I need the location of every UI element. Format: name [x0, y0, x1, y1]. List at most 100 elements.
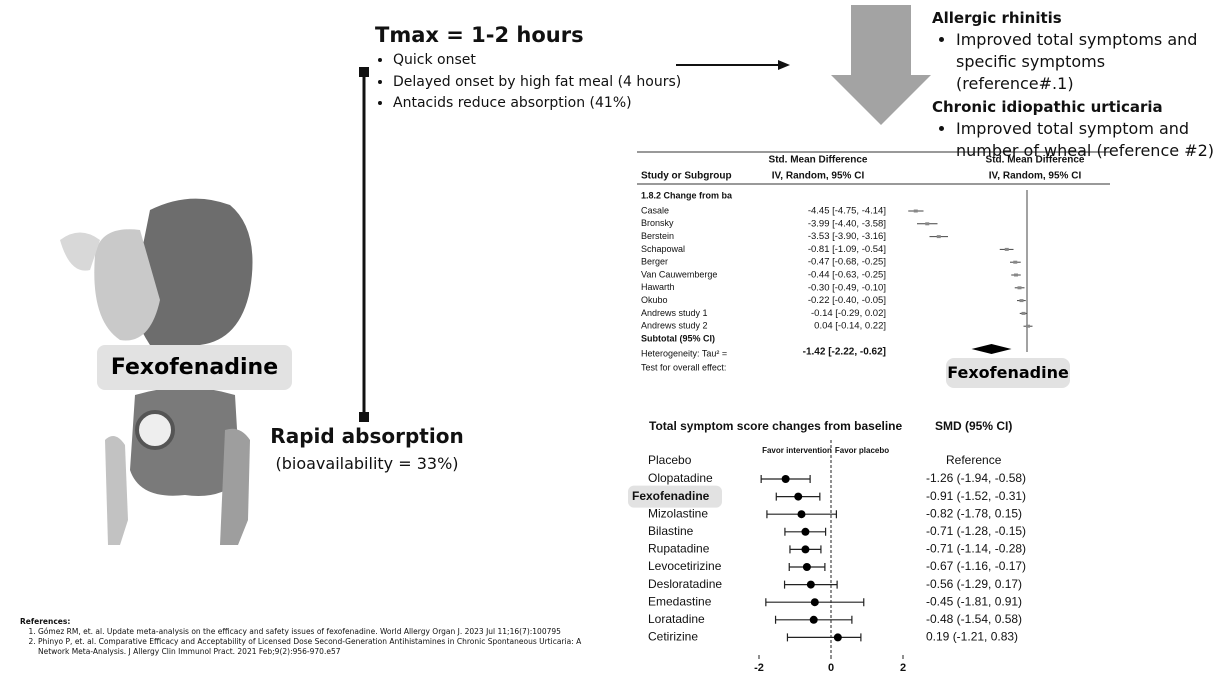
absorption: Rapid absorption (bioavailability = 33%): [262, 424, 472, 473]
ci-label: -0.47 [-0.68, -0.25]: [808, 257, 886, 268]
ci-whisker: [787, 633, 860, 641]
column-header: IV, Random, 95% CI: [989, 171, 1082, 182]
ci-label: -0.14 [-0.29, 0.02]: [811, 308, 886, 319]
row-label: Emedastine: [648, 594, 712, 608]
row-label: Fexofenadine: [632, 489, 710, 503]
row-label: Levocetirizine: [648, 559, 722, 573]
indication-bullets: Improved total symptoms and specific sym…: [932, 29, 1222, 95]
row-label: Cetirizine: [648, 630, 698, 644]
row-label: Mizolastine: [648, 506, 708, 520]
references: References: Gómez RM, et. al. Update met…: [20, 617, 590, 657]
row-label: Loratadine: [648, 612, 705, 626]
timeline-end: [359, 67, 369, 77]
slide: Study or Subgroup Std. Mean Difference I…: [0, 0, 1226, 682]
estimate: [1022, 312, 1026, 315]
references-title: References:: [20, 617, 590, 627]
absorption-title: Rapid absorption: [262, 424, 472, 448]
study-label: Andrews study 1: [641, 308, 708, 318]
ci-label: -0.71 (-1.28, -0.15): [926, 524, 1026, 538]
down-arrow: [831, 5, 931, 125]
ci-label: -0.67 (-1.16, -0.17): [926, 559, 1026, 573]
ci-label: -1.26 (-1.94, -0.58): [926, 471, 1026, 485]
ci-label: -3.53 [-3.90, -3.16]: [808, 231, 886, 242]
estimate: [1026, 325, 1030, 328]
plot-title: Total symptom score changes from baselin…: [649, 419, 903, 433]
estimate: [811, 598, 819, 606]
pk-bullets: Quick onsetDelayed onset by high fat mea…: [375, 50, 681, 115]
estimate: [807, 581, 815, 589]
column-header: IV, Random, 95% CI: [772, 171, 865, 182]
ci-label: 0.04 [-0.14, 0.22]: [814, 321, 886, 332]
estimate: [810, 616, 818, 624]
reference: Phinyo P, et. al. Comparative Efficacy a…: [38, 637, 590, 657]
ci-label: Reference: [946, 453, 1002, 467]
row-label: Rupatadine: [648, 542, 710, 556]
ci-label: -0.81 [-1.09, -0.54]: [808, 244, 886, 255]
reference: Gómez RM, et. al. Update meta-analysis o…: [38, 627, 590, 637]
estimate: [937, 235, 941, 238]
estimate: [834, 633, 842, 641]
column-header: Std. Mean Difference: [769, 155, 868, 166]
pk-bullet: Quick onset: [393, 50, 681, 72]
estimate: [803, 563, 811, 571]
ci-label: -4.45 [-4.75, -4.14]: [808, 206, 886, 217]
indication-title: Chronic idiopathic urticaria: [932, 97, 1222, 118]
ci-label: -0.22 [-0.40, -0.05]: [808, 295, 886, 306]
estimate: [914, 210, 918, 213]
overall-diamond: [972, 344, 1012, 354]
ci-label: -0.30 [-0.49, -0.10]: [808, 282, 886, 293]
heterogeneity: Heterogeneity: Tau² =: [641, 348, 727, 358]
column-header: SMD (95% CI): [935, 419, 1012, 433]
study-label: Bronsky: [641, 218, 674, 228]
row-label: Placebo: [648, 453, 692, 467]
estimate: [925, 222, 929, 225]
subgroup: 1.8.2 Change from ba: [641, 190, 733, 200]
study-label: Casale: [641, 205, 669, 215]
drug-label: Fexofenadine: [97, 345, 292, 390]
row-label: Bilastine: [648, 524, 694, 538]
pk-title: Tmax = 1-2 hours: [375, 20, 681, 50]
study-label: Berstein: [641, 231, 674, 241]
estimate: [1020, 299, 1024, 302]
favor-label: Favor intervention: [762, 446, 832, 455]
indication-bullet: Improved total symptom and number of whe…: [956, 118, 1222, 162]
indication-bullets: Improved total symptom and number of whe…: [932, 118, 1222, 162]
estimate: [794, 493, 802, 501]
study-label: Okubo: [641, 295, 668, 305]
arrow-head: [778, 60, 790, 70]
estimate: [801, 545, 809, 553]
ci-label: -0.91 (-1.52, -0.31): [926, 489, 1026, 503]
estimate: [1013, 261, 1017, 264]
estimate: [782, 475, 790, 483]
study-label: Schapowal: [641, 244, 685, 254]
estimate: [1018, 286, 1022, 289]
study-label: Andrews study 2: [641, 321, 708, 331]
estimate: [1014, 274, 1018, 277]
overall-test: Test for overall effect:: [641, 362, 726, 372]
estimate: [1005, 248, 1009, 251]
pk-block: Tmax = 1-2 hours Quick onsetDelayed onse…: [375, 20, 681, 115]
indication-title: Allergic rhinitis: [932, 8, 1222, 29]
x-tick-label: -2: [754, 662, 764, 674]
ci-label: -0.44 [-0.63, -0.25]: [808, 270, 886, 281]
overall-label: -1.42 [-2.22, -0.62]: [803, 347, 886, 358]
timeline-end: [359, 412, 369, 422]
reference-list: Gómez RM, et. al. Update meta-analysis o…: [20, 627, 590, 657]
ci-label: -0.71 (-1.14, -0.28): [926, 542, 1026, 556]
study-label: Hawarth: [641, 282, 675, 292]
x-tick-label: 0: [828, 662, 834, 674]
pk-bullet: Delayed onset by high fat meal (4 hours): [393, 72, 681, 94]
subtotal: Subtotal (95% CI): [641, 333, 715, 343]
favor-label: Favor placebo: [835, 446, 889, 455]
x-tick-label: 2: [900, 662, 906, 674]
ci-label: -0.56 (-1.29, 0.17): [926, 577, 1022, 591]
ci-label: -0.48 (-1.54, 0.58): [926, 612, 1022, 626]
drug-label: Fexofenadine: [946, 358, 1070, 388]
indications: Allergic rhinitisImproved total symptoms…: [932, 8, 1222, 164]
absorption-subtitle: (bioavailability = 33%): [262, 454, 472, 473]
study-label: Berger: [641, 257, 668, 267]
indication-bullet: Improved total symptoms and specific sym…: [956, 29, 1222, 95]
ci-label: 0.19 (-1.21, 0.83): [926, 630, 1018, 644]
column-header: Study or Subgroup: [641, 171, 732, 182]
ci-label: -3.99 [-4.40, -3.58]: [808, 218, 886, 229]
